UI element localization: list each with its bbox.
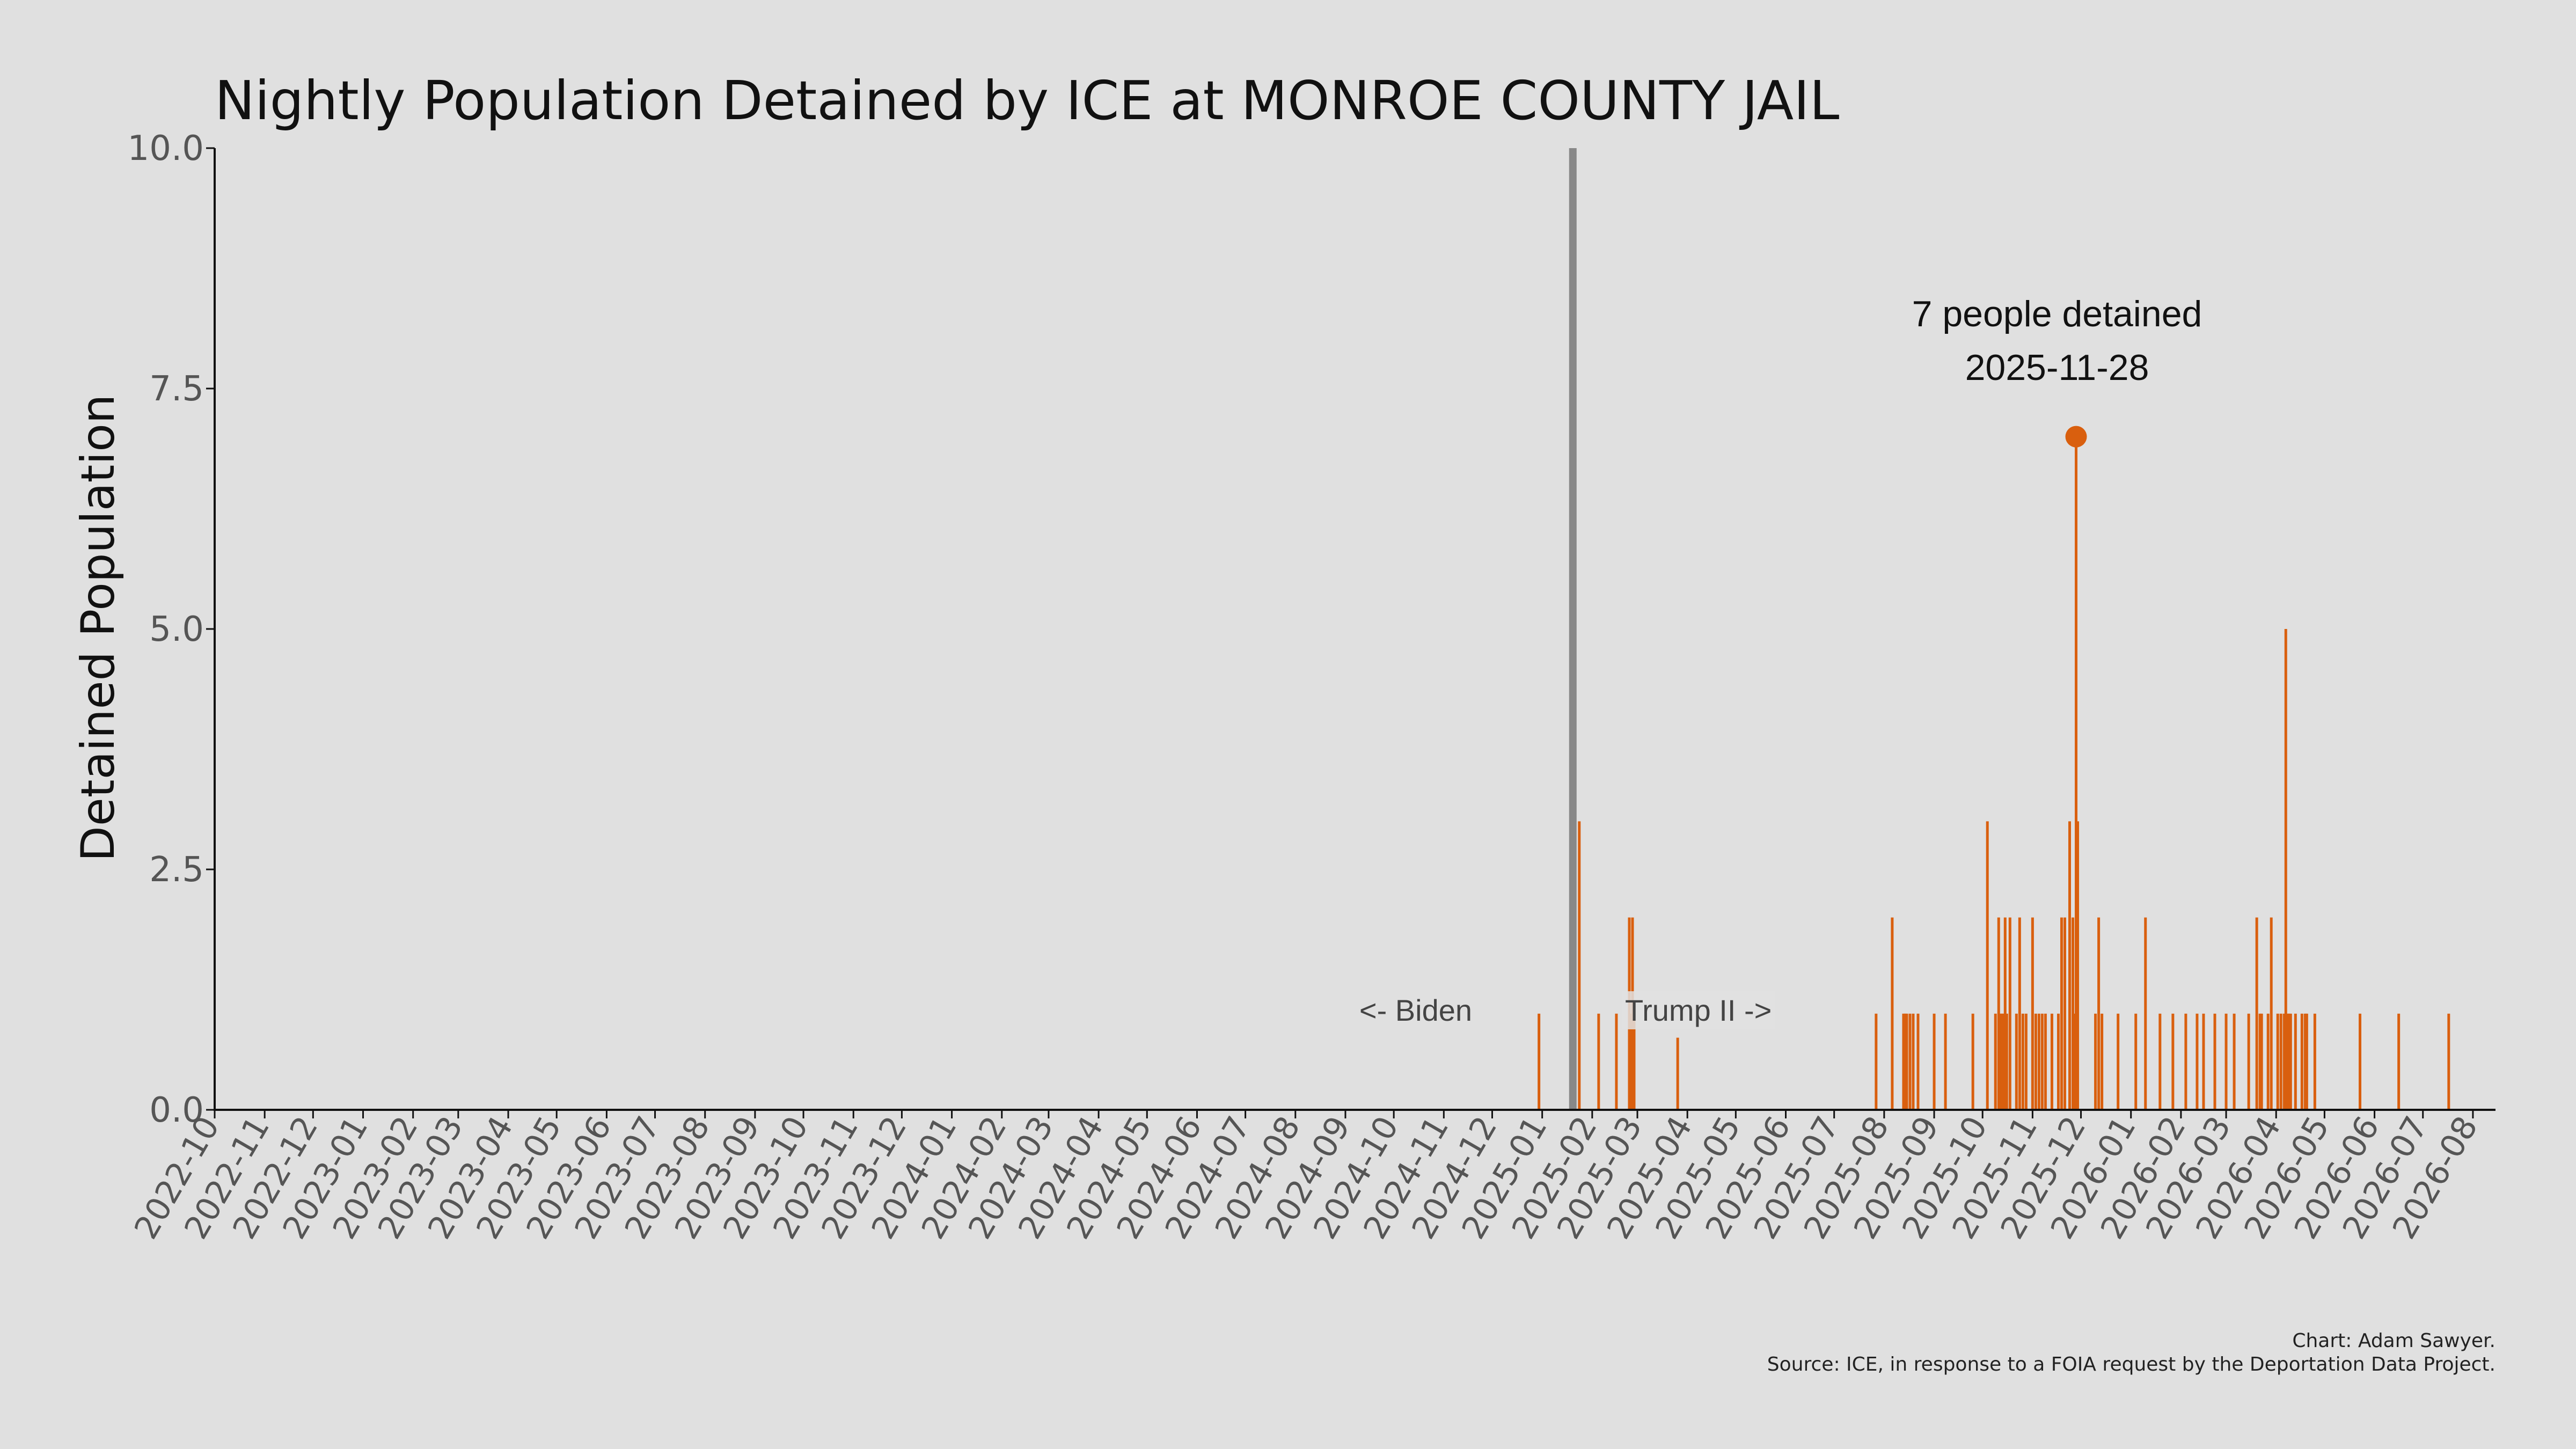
bar [1597,1013,1600,1110]
bar [2287,1013,2290,1110]
bar [1999,1013,2002,1110]
bar [2224,1013,2228,1110]
bar [2144,917,2147,1110]
era-label-trump: Trump II -> [1625,993,1772,1027]
bar [2313,1013,2316,1110]
bar [2075,436,2078,1110]
bar [1633,1013,1636,1110]
bar [2359,1013,2362,1110]
bar [2289,1013,2292,1110]
bar [2300,1013,2303,1110]
bar [1908,1013,1912,1110]
bar [2158,1013,2162,1110]
bar [2050,1013,2053,1110]
bar [2044,1013,2047,1110]
bar [2000,1013,2003,1110]
bar [2260,1013,2263,1110]
bar [1904,1013,1907,1110]
bar [1905,1013,1908,1110]
bar [2072,917,2075,1110]
bar [2282,1013,2286,1110]
bar [1986,821,1989,1110]
bar [2073,1013,2076,1110]
bar [2015,1013,2018,1110]
bar [2213,1013,2216,1110]
bar [1997,917,2000,1110]
bar [1891,917,1894,1110]
bar [2002,1013,2005,1110]
credit-source: Source: ICE, in response to a FOIA reque… [1767,1353,2496,1375]
bar [2196,1013,2199,1110]
bar [2258,1013,2262,1110]
bar [2303,1013,2307,1110]
bar [1676,1037,1679,1110]
y-tick-label: 10.0 [128,129,204,169]
bar [2270,917,2273,1110]
bar [2184,1013,2187,1110]
bar [2076,821,2080,1110]
bar [1944,1013,1947,1110]
y-tick-label: 5.0 [149,610,204,649]
peak-marker [2065,426,2087,448]
bar [2286,1013,2289,1110]
y-axis-label: Detained Population [71,394,125,862]
era-label-background [1622,991,1775,1029]
chart-title: Nightly Population Detained by ICE at MO… [215,69,1840,132]
bar [1629,1013,1633,1110]
bar [2202,1013,2205,1110]
peak-annotation-line1: 7 people detained [1912,294,2202,334]
bar [2063,917,2066,1110]
bar [2171,1013,2175,1110]
bar [2276,1013,2279,1110]
bar [2005,1013,2008,1110]
bar [2255,917,2258,1110]
y-tick-label: 7.5 [149,369,204,409]
bar [1902,1013,1905,1110]
bar [2101,1013,2104,1110]
bar [2024,1013,2028,1110]
bar [2040,1013,2044,1110]
bar [2037,1013,2040,1110]
bar [2097,917,2101,1110]
bar [2008,917,2011,1110]
bar [2284,629,2287,1110]
bar [2068,821,2072,1110]
bar [2447,1013,2450,1110]
bar [1994,1013,1997,1110]
bar [2279,1013,2282,1110]
bar [2021,1013,2024,1110]
bar [2397,1013,2401,1110]
bar [2305,1013,2308,1110]
bar [2233,1013,2236,1110]
bar [2117,1013,2120,1110]
bar [2247,1013,2250,1110]
era-label-biden: <- Biden [1359,993,1472,1027]
credit-author: Chart: Adam Sawyer. [2292,1330,2496,1352]
bar [2018,917,2021,1110]
bar [1912,1013,1915,1110]
bar [2266,1013,2270,1110]
y-tick-label: 0.0 [149,1091,204,1130]
bar [1538,1013,1541,1110]
bar [2060,917,2063,1110]
bar [1971,1013,1974,1110]
y-tick-label: 2.5 [149,850,204,890]
bar [2057,1013,2060,1110]
bar [1916,1013,1920,1110]
bar [2034,1013,2037,1110]
bar [2294,1013,2297,1110]
bar [2134,1013,2138,1110]
bar [2003,917,2007,1110]
bar [1578,821,1581,1110]
bar [2094,1013,2097,1110]
bar [1933,1013,1936,1110]
bar [1875,1013,1878,1110]
bar [1615,1013,1618,1110]
bar [2031,917,2034,1110]
peak-annotation-line2: 2025-11-28 [1965,347,2149,388]
